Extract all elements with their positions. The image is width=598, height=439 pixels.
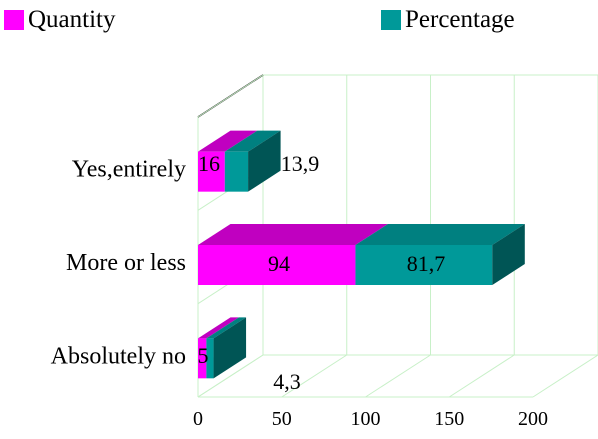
- data-label-quantity: 94: [268, 251, 290, 276]
- gridline-floor: [448, 354, 515, 398]
- bar-side-face: [213, 317, 247, 379]
- legend-label-percentage: Percentage: [405, 6, 515, 33]
- legend-item-quantity: Quantity: [4, 6, 116, 34]
- legend-label-quantity: Quantity: [28, 6, 116, 33]
- bar-quantity: [198, 245, 356, 285]
- gridline-floor: [532, 354, 598, 398]
- gridline-floor: [365, 354, 431, 398]
- bar-quantity: [198, 151, 225, 192]
- legend-swatch-quantity: [4, 10, 24, 30]
- bar-top-quantity: [198, 317, 239, 339]
- bar-percentage: [224, 151, 249, 192]
- bar-side-face: [492, 224, 525, 285]
- x-tick-label: 200: [518, 408, 548, 430]
- data-label-percentage: 4,3: [273, 369, 301, 394]
- x-tick-label: 50: [272, 408, 292, 430]
- bar-percentage: [355, 245, 493, 285]
- bar-top-quantity: [198, 224, 388, 245]
- x-tick-label: 150: [434, 408, 464, 430]
- data-label-percentage: 13,9: [281, 151, 320, 176]
- data-label-quantity: 5: [198, 343, 209, 368]
- data-label-percentage: 81,7: [407, 251, 446, 276]
- bar-top-percentage: [224, 130, 281, 152]
- bar-percentage: [206, 338, 214, 379]
- x-tick-label: 100: [351, 408, 381, 430]
- bar-side-face: [248, 130, 281, 192]
- bar-top-quantity: [198, 130, 258, 152]
- x-tick-label: 0: [193, 408, 203, 430]
- category-divider: [197, 74, 264, 118]
- category-label: More or less: [66, 250, 186, 276]
- category-label: Absolutely no: [51, 343, 186, 369]
- legend-item-percentage: Percentage: [381, 6, 515, 34]
- bar-quantity: [198, 338, 207, 379]
- gridline-floor: [281, 354, 348, 398]
- category-label: Yes,entirely: [72, 157, 186, 183]
- category-divider: [197, 354, 264, 398]
- legend-swatch-percentage: [381, 10, 401, 30]
- data-label-quantity: 16: [198, 151, 220, 176]
- bar-top-percentage: [355, 224, 525, 245]
- bar-top-percentage: [206, 317, 247, 339]
